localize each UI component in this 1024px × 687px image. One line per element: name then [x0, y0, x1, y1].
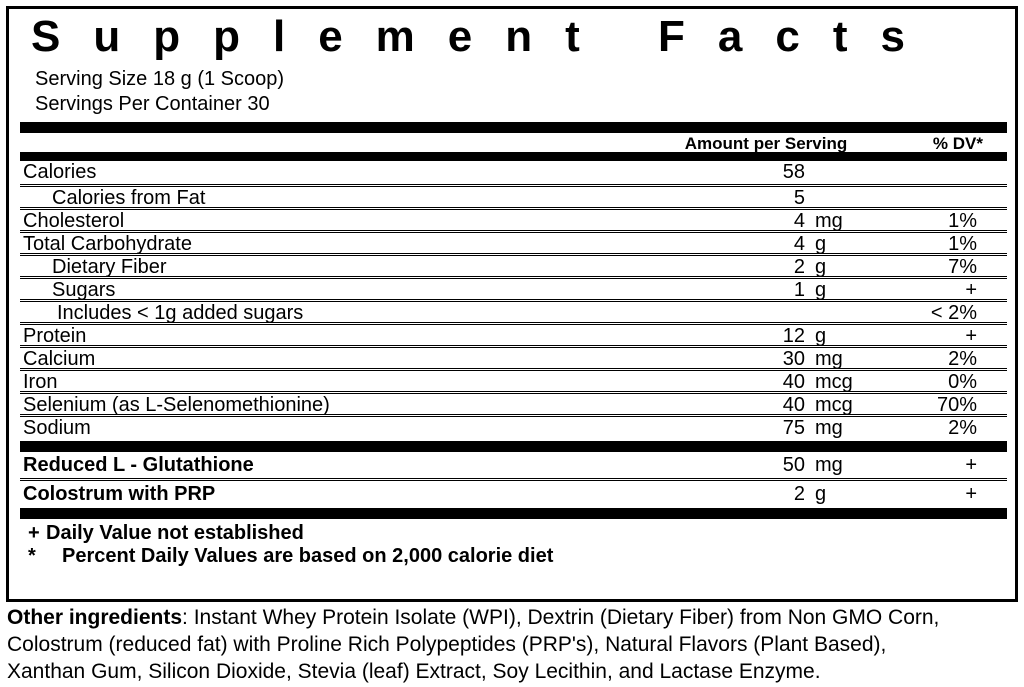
nutrient-amount: 2 — [793, 256, 805, 278]
nutrient-dv: 2% — [948, 348, 977, 370]
nutrient-amount: 1 — [793, 279, 805, 301]
supplement-facts-panel: Supplement Facts Serving Size 18 g (1 Sc… — [6, 6, 1018, 602]
footnote-text: Percent Daily Values are based on 2,000 … — [62, 545, 554, 567]
table-row-calories: Calories 58 — [20, 161, 1007, 184]
ingredients-line-3: Xanthan Gum, Silicon Dioxide, Stevia (le… — [7, 660, 821, 683]
nutrient-dv: + — [965, 325, 977, 347]
footnote-daily-value: + Daily Value not established — [20, 523, 1007, 543]
separator-bar-middle — [20, 441, 1007, 452]
other-ingredients-paragraph: Other ingredients: Instant Whey Protein … — [7, 604, 1019, 685]
nutrient-name: Calcium — [23, 348, 96, 370]
nutrient-amount: 40 — [782, 394, 805, 416]
table-row-sodium: Sodium 75 mg 2% — [20, 414, 1007, 439]
nutrient-name: Total Carbohydrate — [23, 233, 192, 255]
nutrient-dv: 1% — [948, 233, 977, 255]
other-ingredients-heading: Other ingredients — [7, 606, 183, 629]
table-row-added-sugars: Includes < 1g added sugars < 2% — [20, 299, 1007, 324]
nutrient-unit: g — [815, 233, 827, 255]
nutrient-dv: 2% — [948, 417, 977, 439]
nutrient-dv: + — [965, 483, 977, 505]
nutrient-dv: 70% — [936, 394, 977, 416]
panel-title: Supplement Facts — [31, 12, 938, 61]
table-row-calcium: Calcium 30 mg 2% — [20, 345, 1007, 370]
footnote-text: Daily Value not established — [46, 522, 304, 544]
separator-bar-bottom — [20, 508, 1007, 519]
nutrition-table: Amount per Serving % DV* Calories 58 Cal… — [20, 122, 1007, 566]
separator-bar-header — [20, 152, 1007, 161]
column-header-row: Amount per Serving % DV* — [20, 133, 1007, 153]
nutrient-name: Includes < 1g added sugars — [57, 302, 304, 324]
nutrient-unit: g — [815, 483, 827, 505]
nutrient-name: Iron — [23, 371, 58, 393]
table-row-calories-from-fat: Calories from Fat 5 — [20, 184, 1007, 209]
nutrient-amount: 50 — [782, 454, 805, 476]
nutrient-dv: + — [965, 279, 977, 301]
table-row-cholesterol: Cholesterol 4 mg 1% — [20, 207, 1007, 232]
nutrient-amount: 12 — [782, 325, 805, 347]
nutrient-name: Calories from Fat — [52, 187, 206, 209]
ingredients-text: : Instant Whey Protein Isolate (WPI), De… — [182, 606, 940, 629]
serving-size-text: Serving Size 18 g (1 Scoop) — [35, 68, 285, 90]
nutrient-unit: mcg — [815, 394, 853, 416]
nutrient-unit: mg — [815, 454, 843, 476]
nutrient-dv: + — [965, 454, 977, 476]
nutrient-unit: mg — [815, 210, 843, 232]
table-row-sugars: Sugars 1 g + — [20, 276, 1007, 301]
table-row-total-carbohydrate: Total Carbohydrate 4 g 1% — [20, 230, 1007, 255]
nutrient-name: Sugars — [52, 279, 116, 301]
amount-column-header: Amount per Serving — [684, 134, 848, 153]
nutrient-unit: mcg — [815, 371, 853, 393]
table-row-iron: Iron 40 mcg 0% — [20, 368, 1007, 393]
nutrient-amount: 5 — [793, 187, 805, 209]
nutrient-amount: 30 — [782, 348, 805, 370]
nutrient-dv: 1% — [948, 210, 977, 232]
table-row-glutathione: Reduced L - Glutathione 50 mg + — [20, 452, 1007, 478]
nutrient-amount: 2 — [793, 483, 805, 505]
nutrient-unit: g — [815, 279, 827, 301]
dv-column-header: % DV* — [932, 134, 983, 153]
nutrient-amount: 4 — [793, 233, 805, 255]
nutrient-amount: 58 — [782, 161, 805, 183]
table-row-selenium: Selenium (as L-Selenomethionine) 40 mcg … — [20, 391, 1007, 416]
nutrient-unit: mg — [815, 348, 843, 370]
nutrient-unit: g — [815, 325, 827, 347]
nutrient-amount: 4 — [793, 210, 805, 232]
asterisk-symbol: * — [28, 545, 36, 567]
ingredients-line-1: Other ingredients: Instant Whey Protein … — [7, 604, 1019, 631]
nutrient-name: Cholesterol — [23, 210, 125, 232]
nutrient-amount: 40 — [782, 371, 805, 393]
table-row-colostrum: Colostrum with PRP 2 g + — [20, 478, 1007, 505]
servings-per-container-text: Servings Per Container 30 — [35, 93, 270, 115]
nutrient-dv: 0% — [948, 371, 977, 393]
nutrient-name: Calories — [23, 161, 97, 183]
nutrient-unit: mg — [815, 417, 843, 439]
nutrient-name: Protein — [23, 325, 87, 347]
footnote-percent-dv: * Percent Daily Values are based on 2,000… — [20, 546, 1007, 566]
nutrient-dv: 7% — [948, 256, 977, 278]
plus-symbol: + — [28, 522, 40, 544]
nutrient-name: Dietary Fiber — [52, 256, 167, 278]
ingredients-line-2: Colostrum (reduced fat) with Proline Ric… — [7, 633, 887, 656]
nutrient-dv: < 2% — [930, 302, 977, 324]
nutrient-unit: g — [815, 256, 827, 278]
separator-bar-top — [20, 122, 1007, 133]
nutrient-amount: 75 — [782, 417, 805, 439]
nutrient-name: Colostrum with PRP — [23, 483, 216, 505]
nutrient-name: Reduced L - Glutathione — [23, 454, 254, 476]
table-row-protein: Protein 12 g + — [20, 322, 1007, 347]
nutrient-name: Selenium (as L-Selenomethionine) — [23, 394, 330, 416]
nutrient-name: Sodium — [23, 417, 91, 439]
table-row-dietary-fiber: Dietary Fiber 2 g 7% — [20, 253, 1007, 278]
